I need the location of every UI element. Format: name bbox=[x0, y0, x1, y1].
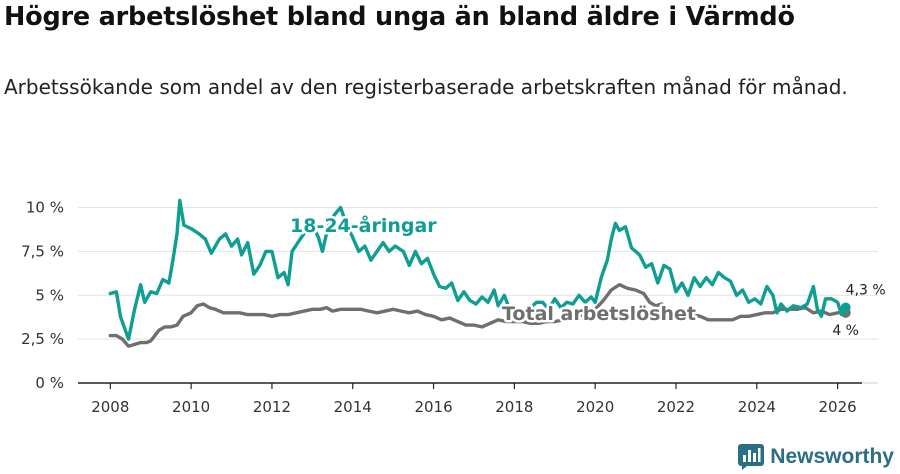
x-tick-label: 2018 bbox=[495, 398, 533, 416]
x-tick-label: 2012 bbox=[253, 398, 291, 416]
series-line-youth bbox=[108, 198, 848, 341]
page-subtitle: Arbetssökande som andel av den registerb… bbox=[4, 75, 848, 99]
y-tick-label: 7,5 % bbox=[21, 242, 64, 260]
x-tick-label: 2020 bbox=[576, 398, 614, 416]
end-label-youth: 4,3 % bbox=[846, 283, 886, 299]
series-line-total bbox=[108, 283, 848, 348]
lines-layer bbox=[108, 198, 851, 348]
brand: Newsworthy bbox=[738, 442, 894, 472]
series-label-total: Total arbetslöshet bbox=[502, 303, 696, 325]
x-tick-label: 2026 bbox=[819, 398, 857, 416]
x-tick-label: 2016 bbox=[414, 398, 452, 416]
y-tick-label: 10 % bbox=[26, 199, 64, 217]
x-axis: 2008 2010 2012 2014 2016 2018 2020 2022 2024 2026 bbox=[78, 382, 862, 416]
y-tick-label: 0 % bbox=[35, 374, 64, 392]
x-tick-label: 2014 bbox=[334, 398, 372, 416]
page-title: Högre arbetslöshet bland unga än bland ä… bbox=[4, 2, 795, 32]
chart-labels: 18-24-åringar Total arbetslöshet 4,3 % 4 % bbox=[288, 211, 886, 339]
grid-layer: 0 % 2,5 % 5 % 7,5 % 10 % bbox=[21, 199, 878, 392]
bar-chart-logo-icon bbox=[738, 444, 765, 470]
x-tick-label: 2008 bbox=[91, 398, 129, 416]
series-label-youth: 18-24-åringar bbox=[290, 213, 437, 237]
end-label-total: 4 % bbox=[832, 323, 859, 339]
y-tick-label: 2,5 % bbox=[21, 330, 64, 348]
y-tick-label: 5 % bbox=[35, 286, 64, 304]
x-tick-label: 2010 bbox=[172, 398, 210, 416]
series-end-dot bbox=[840, 302, 851, 313]
brand-name: Newsworthy bbox=[770, 445, 894, 468]
x-tick-label: 2022 bbox=[657, 398, 695, 416]
x-tick-label: 2024 bbox=[738, 398, 776, 416]
